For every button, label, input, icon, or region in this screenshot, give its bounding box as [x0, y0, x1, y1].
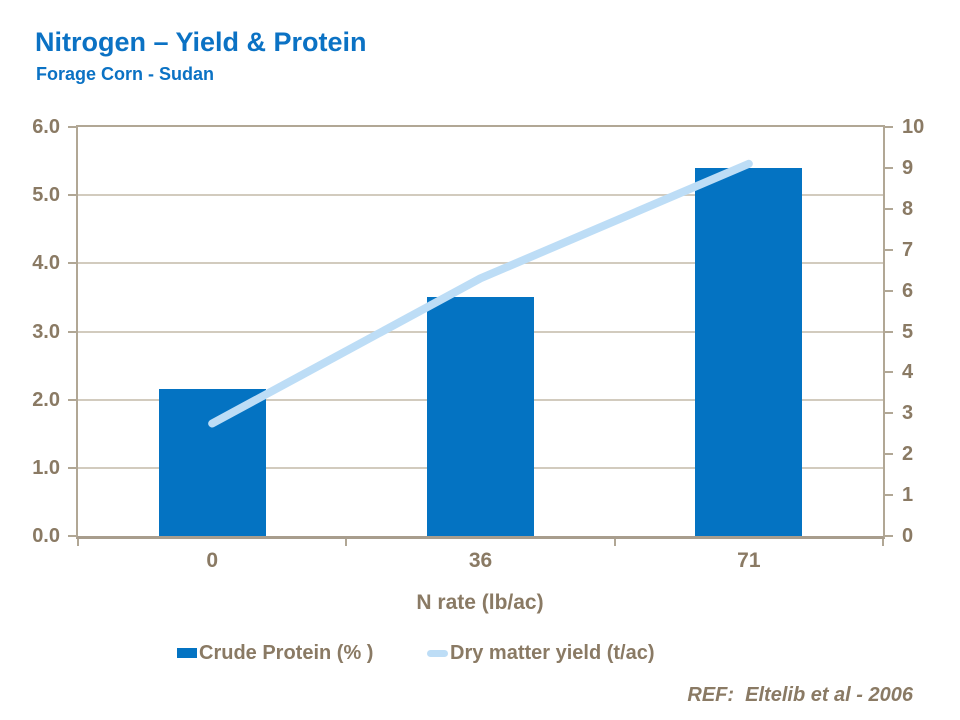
left-axis-tick [68, 126, 76, 128]
right-axis-tick-label: 6 [902, 279, 914, 302]
legend: Crude Protein (% ) Dry matter yield (t/a… [0, 641, 960, 665]
right-axis-tick-label: 8 [902, 197, 914, 220]
dry-matter-line-layer [208, 159, 753, 428]
x-axis-title: N rate (lb/ac) [416, 591, 544, 614]
right-axis-tick [885, 330, 893, 333]
bar-series-swatch [177, 648, 197, 658]
x-axis-tick-label: 71 [737, 549, 761, 572]
left-axis-tick-label: 6.0 [32, 116, 60, 138]
line-series-swatch [427, 649, 448, 657]
legend-label-crude-protein: Crude Protein (% ) [199, 642, 374, 664]
right-axis-tick [885, 289, 893, 292]
x-axis-tick [613, 539, 616, 546]
right-axis-tick [885, 166, 893, 169]
right-axis-tick [885, 412, 893, 415]
left-axis-tick [68, 330, 76, 333]
left-axis-tick-label: 5.0 [32, 184, 60, 207]
reference-text: REF: Eltelib et al - 2006 [687, 684, 913, 706]
bar-category-71 [695, 167, 803, 536]
left-axis-tick [68, 535, 76, 537]
right-axis-tick [885, 371, 893, 374]
right-axis-tick-label: 0 [902, 525, 914, 547]
right-axis-tick-label: 7 [902, 238, 914, 261]
left-axis-tick-label: 2.0 [32, 388, 60, 411]
dry-matter-line [208, 159, 753, 428]
legend-item-crude-protein: Crude Protein (% ) [177, 641, 373, 665]
legend-label-dry-matter: Dry matter yield (t/ac) [450, 642, 655, 664]
legend-item-dry-matter: Dry matter yield (t/ac) [427, 641, 655, 665]
right-axis-tick [885, 248, 893, 251]
left-axis-tick [68, 262, 76, 265]
bar-category-0 [158, 389, 266, 536]
gridline [78, 262, 883, 265]
right-axis-tick-label: 1 [902, 484, 914, 507]
chart-title: Nitrogen – Yield & Protein [35, 27, 367, 57]
left-axis-tick [68, 398, 76, 401]
bar-category-36 [427, 297, 534, 536]
left-axis-tick-label: 4.0 [32, 252, 60, 275]
x-axis-tick-label: 36 [468, 549, 493, 572]
x-axis-tick [77, 539, 79, 546]
right-axis-tick [885, 126, 893, 128]
right-axis-tick [885, 207, 893, 210]
chart-subtitle: Forage Corn - Sudan [36, 64, 215, 84]
right-axis-tick [885, 494, 893, 497]
right-axis-tick-label: 9 [902, 156, 914, 179]
right-axis-tick [885, 453, 893, 456]
x-axis-tick [345, 539, 348, 546]
x-axis-tick-label: 0 [206, 549, 218, 572]
right-axis-tick-label: 10 [902, 116, 925, 138]
left-axis-tick [68, 194, 76, 197]
right-axis-tick-label: 5 [902, 320, 914, 343]
x-axis-tick [882, 539, 884, 546]
left-axis-tick-label: 3.0 [32, 320, 60, 343]
gridline [78, 194, 883, 197]
right-axis-tick-label: 4 [902, 361, 914, 384]
right-axis-tick-label: 2 [902, 443, 914, 466]
right-axis-tick-label: 3 [902, 402, 914, 425]
left-axis-tick [68, 466, 76, 469]
left-axis-tick-label: 0.0 [32, 525, 60, 547]
left-axis-tick-label: 1.0 [32, 456, 60, 479]
right-axis-tick [885, 535, 893, 537]
